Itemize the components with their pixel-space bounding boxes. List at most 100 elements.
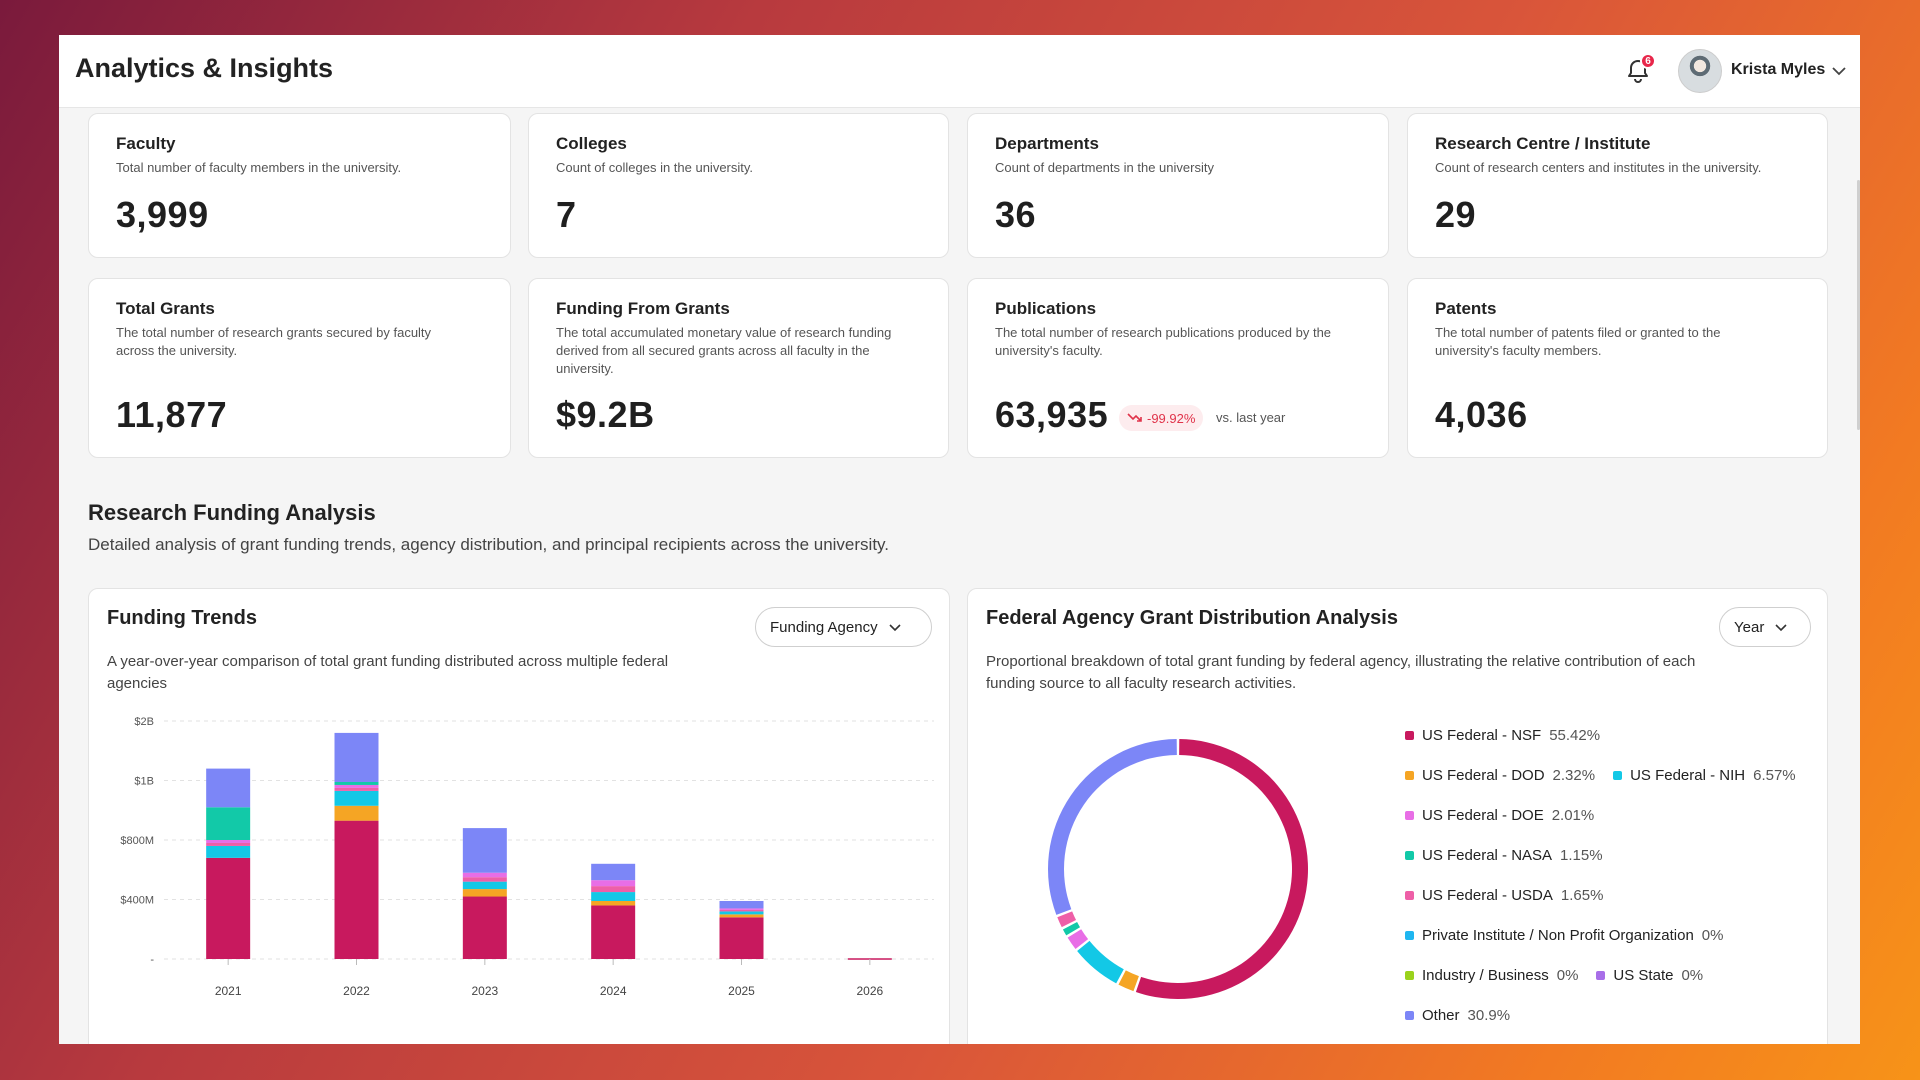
- bar-segment-nasa-2022[interactable]: [334, 781, 379, 785]
- bar-segment-other-2022[interactable]: [334, 732, 379, 782]
- legend-item-nih[interactable]: US Federal - NIH 6.57%: [1613, 767, 1796, 784]
- bar-segment-nih-2025[interactable]: [719, 911, 764, 915]
- bar-segment-dod-2023[interactable]: [462, 889, 507, 897]
- bar-segment-nsf-2022[interactable]: [334, 820, 379, 959]
- legend-pct: 55.42%: [1549, 726, 1601, 744]
- bar-segment-nsf-2023[interactable]: [462, 896, 507, 959]
- bar-segment-nih-2021[interactable]: [206, 845, 251, 858]
- dropdown-label: Funding Agency: [770, 618, 878, 636]
- legend-label: US Federal - NSF: [1422, 726, 1542, 744]
- bar-segment-other-2023[interactable]: [462, 828, 507, 873]
- bar-segment-doe-2021[interactable]: [206, 840, 251, 843]
- bar-segment-nasa-2021[interactable]: [206, 807, 251, 840]
- bar-segment-doe-2024[interactable]: [591, 880, 636, 887]
- kpi-card-total-grants: Total Grants The total number of researc…: [88, 278, 511, 458]
- legend-swatch: [1405, 810, 1414, 820]
- legend-item-nasa[interactable]: US Federal - NASA 1.15%: [1405, 847, 1603, 864]
- donut-slice-dod[interactable]: [1118, 970, 1139, 992]
- kpi-card-patents: Patents The total number of patents file…: [1407, 278, 1828, 458]
- legend-pct: 0%: [1681, 966, 1704, 984]
- bar-segment-doe-2022[interactable]: [334, 784, 379, 788]
- y-tick-label: -: [150, 954, 154, 966]
- bar-segment-nih-2024[interactable]: [591, 892, 636, 901]
- bar-segment-other-2024[interactable]: [591, 863, 636, 881]
- x-tick-label: 2026: [856, 984, 883, 998]
- chevron-down-icon: [889, 624, 901, 632]
- user-name[interactable]: Krista Myles: [1731, 61, 1826, 78]
- bar-segment-doe-2025[interactable]: [719, 908, 764, 910]
- bar-segment-nsf-2025[interactable]: [719, 917, 764, 959]
- section-title: Research Funding Analysis: [88, 500, 376, 525]
- legend-item-industry[interactable]: Industry / Business 0%: [1405, 967, 1578, 984]
- donut-slice-usda[interactable]: [1057, 911, 1077, 928]
- bar-segment-nsf-2021[interactable]: [206, 857, 251, 959]
- donut-slice-doe[interactable]: [1067, 929, 1089, 949]
- section-desc: Detailed analysis of grant funding trend…: [88, 535, 890, 554]
- legend-label: US Federal - NIH: [1630, 766, 1746, 784]
- kpi-value: 63,935: [995, 394, 1109, 435]
- trend-down-icon: [1127, 413, 1142, 422]
- legend-item-usda[interactable]: US Federal - USDA 1.65%: [1405, 887, 1603, 904]
- bar-segment-usda-2024[interactable]: [591, 886, 636, 893]
- dropdown-label: Year: [1734, 618, 1765, 636]
- kpi-desc: The total number of research grants secu…: [116, 325, 432, 358]
- kpi-desc: The total accumulated monetary value of …: [556, 325, 892, 376]
- legend-swatch: [1405, 930, 1414, 940]
- legend-swatch: [1405, 970, 1414, 980]
- donut-slice-nasa[interactable]: [1062, 922, 1080, 936]
- avatar[interactable]: [1678, 49, 1722, 93]
- year-dropdown[interactable]: Year: [1719, 607, 1811, 647]
- bar-segment-dod-2024[interactable]: [591, 900, 636, 906]
- bar-segment-doe-2023[interactable]: [462, 872, 507, 878]
- kpi-desc: Total number of faculty members in the u…: [116, 160, 402, 175]
- bar-segment-dod-2025[interactable]: [719, 914, 764, 918]
- distribution-legend: US Federal - NSF 55.42% US Federal - DOD…: [1405, 715, 1855, 1035]
- legend-item-private[interactable]: Private Institute / Non Profit Organizat…: [1405, 927, 1723, 944]
- legend-item-doe[interactable]: US Federal - DOE 2.01%: [1405, 807, 1594, 824]
- kpi-title: Funding From Grants: [556, 299, 730, 318]
- legend-item-nsf[interactable]: US Federal - NSF 55.42%: [1405, 727, 1600, 744]
- donut-slice-nih[interactable]: [1077, 940, 1124, 984]
- kpi-desc: The total number of research publication…: [995, 325, 1332, 358]
- bar-segment-dod-2022[interactable]: [334, 805, 379, 821]
- chevron-down-icon[interactable]: [1830, 62, 1848, 80]
- bar-segment-usda-2025[interactable]: [719, 909, 764, 912]
- x-tick-label: 2021: [215, 984, 242, 998]
- legend-label: Private Institute / Non Profit Organizat…: [1422, 926, 1694, 944]
- legend-pct: 0%: [1701, 926, 1724, 944]
- kpi-value: 3,999: [116, 194, 209, 235]
- legend-pct: 2.01%: [1551, 806, 1595, 824]
- legend-item-dod[interactable]: US Federal - DOD 2.32%: [1405, 767, 1595, 784]
- legend-pct: 1.15%: [1560, 846, 1603, 864]
- bar-segment-nih-2022[interactable]: [334, 790, 379, 806]
- bar-segment-usda-2021[interactable]: [206, 842, 251, 846]
- legend-item-state[interactable]: US State 0%: [1596, 967, 1703, 984]
- scrollbar[interactable]: [1857, 180, 1860, 430]
- y-tick-label: $2B: [134, 716, 154, 728]
- legend-pct: 30.9%: [1467, 1006, 1511, 1024]
- kpi-value: $9.2B: [556, 394, 655, 435]
- bar-segment-other-2025[interactable]: [719, 900, 764, 909]
- bar-segment-nsf-2024[interactable]: [591, 905, 636, 959]
- legend-swatch: [1405, 730, 1414, 740]
- kpi-card-research-centres: Research Centre / Institute Count of res…: [1407, 113, 1828, 258]
- legend-swatch: [1405, 850, 1414, 860]
- legend-pct: 2.32%: [1552, 766, 1596, 784]
- legend-item-other[interactable]: Other 30.9%: [1405, 1007, 1510, 1024]
- kpi-title: Total Grants: [116, 299, 215, 318]
- kpi-value: 11,877: [116, 394, 228, 435]
- bar-segment-nih-2023[interactable]: [462, 881, 507, 890]
- bar-segment-usda-2023[interactable]: [462, 877, 507, 882]
- bar-segment-other-2021[interactable]: [206, 768, 251, 808]
- funding-agency-dropdown[interactable]: Funding Agency: [755, 607, 932, 647]
- top-bar: Analytics & Insights 6 Krista Myles: [59, 35, 1860, 108]
- notification-badge: 6: [1640, 53, 1656, 69]
- donut-slice-nsf[interactable]: [1135, 739, 1308, 999]
- chevron-down-icon: [1775, 624, 1787, 632]
- legend-label: US Federal - USDA: [1422, 886, 1553, 904]
- app-window: Analytics & Insights 6 Krista Myles Facu…: [59, 35, 1860, 1044]
- donut-slice-other[interactable]: [1048, 739, 1177, 915]
- x-tick-label: 2024: [600, 984, 627, 998]
- bar-segment-usda-2022[interactable]: [334, 787, 379, 791]
- panel-title: Federal Agency Grant Distribution Analys…: [986, 607, 1398, 629]
